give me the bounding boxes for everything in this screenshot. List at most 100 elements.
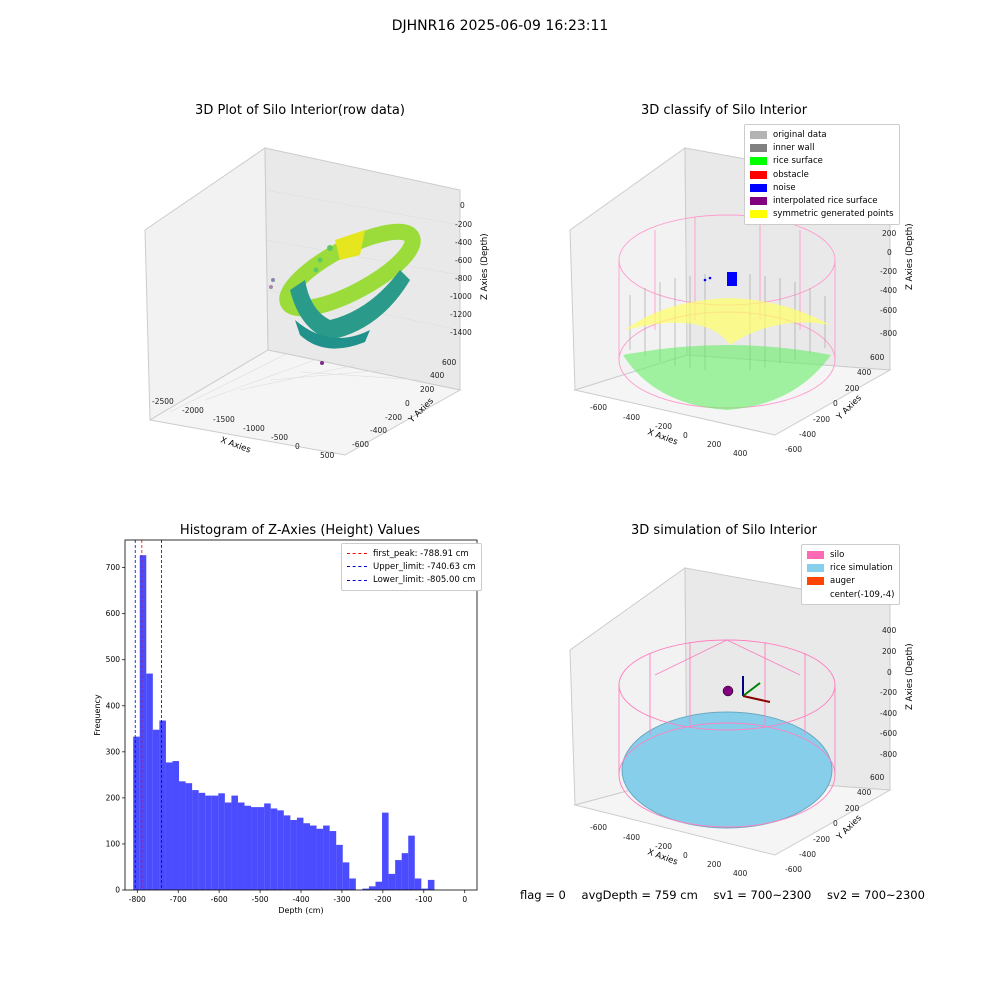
- x-ticks: -800 -700 -600 -500 -400 -300 -200 -100 0: [129, 890, 467, 904]
- x-tick: -1000: [243, 424, 265, 433]
- y-tick: -600: [352, 440, 369, 449]
- legend-line: [347, 579, 367, 581]
- x-tick-label: 0: [462, 895, 467, 904]
- y-tick: 0: [833, 819, 838, 828]
- legend-label: obstacle: [773, 169, 809, 180]
- histogram-bar: [218, 793, 225, 890]
- histogram-bar: [388, 873, 396, 890]
- histogram-bar: [270, 808, 278, 890]
- histogram-bar: [290, 820, 297, 890]
- x-tick-label: -100: [415, 895, 432, 904]
- simulation-z-ticks: 400 200 0 -200 -400 -600 -800: [880, 626, 897, 759]
- simulation-3d-plot: -600 -400 -200 0 200 400 X Axies -600 -4…: [569, 567, 915, 878]
- x-tick: -1500: [213, 415, 235, 424]
- z-tick: -800: [880, 750, 897, 759]
- y-tick-label: 0: [115, 886, 120, 895]
- legend-label: Upper_limit: -740.63 cm: [373, 561, 476, 572]
- z-tick: -400: [880, 709, 897, 718]
- histogram-reference-lines: [134, 540, 162, 890]
- legend-swatch: [807, 591, 824, 599]
- z-tick: -1000: [450, 292, 472, 301]
- y-tick: -200: [385, 413, 402, 422]
- legend-label: center(-109,-4): [830, 589, 895, 600]
- histogram-bar: [382, 812, 389, 890]
- histogram-bar: [165, 762, 173, 890]
- z-tick: -800: [455, 274, 472, 283]
- x-tick: 0: [683, 851, 688, 860]
- x-tick: -500: [271, 433, 288, 442]
- y-tick: 400: [857, 788, 872, 797]
- symmetric-points: [625, 298, 830, 345]
- x-tick-label: -800: [129, 895, 146, 904]
- z-tick: -600: [880, 729, 897, 738]
- raw-3d-plot: -2500 -2000 -1500 -1000 -500 0 500 X Axi…: [144, 147, 490, 460]
- histogram-bar: [349, 878, 356, 890]
- histogram-bar: [342, 862, 350, 890]
- noise-points: [703, 272, 737, 286]
- x-tick: -200: [655, 842, 672, 851]
- silo-wireframe: [618, 639, 836, 828]
- x-tick-label: -300: [333, 895, 350, 904]
- y-tick-label: 400: [106, 701, 121, 710]
- legend-label: interpolated rice surface: [773, 196, 878, 207]
- z-axis-label: Z Axies (Depth): [480, 233, 490, 300]
- z-tick: -800: [880, 329, 897, 338]
- x-tick: 400: [733, 449, 748, 458]
- legend-label: noise: [773, 182, 796, 193]
- sv2-text: sv2 = 700~2300: [827, 888, 925, 902]
- y-ticks: 0 100 200 300 400 500 600 700: [106, 563, 125, 895]
- histogram-bar: [152, 729, 160, 890]
- histogram-bar: [146, 673, 153, 890]
- legend-entry: rice surface: [750, 155, 894, 168]
- y-tick: 200: [845, 804, 860, 813]
- histogram-bar: [224, 802, 232, 890]
- histogram-bar: [237, 802, 245, 890]
- legend-label: first_peak: -788.91 cm: [373, 548, 469, 559]
- avg-depth-text: avgDepth = 759 cm: [581, 888, 698, 902]
- sv1-text: sv1 = 700~2300: [713, 888, 812, 902]
- z-tick: -400: [455, 238, 472, 247]
- legend-entry: first_peak: -788.91 cm: [347, 547, 476, 560]
- x-tick: 200: [707, 860, 722, 869]
- y-tick: -200: [813, 415, 830, 424]
- y-tick-label: 500: [106, 655, 121, 664]
- z-axis-label: Z Axies (Depth): [905, 223, 915, 290]
- y-tick: -400: [799, 430, 816, 439]
- histogram-bar: [205, 795, 212, 890]
- histogram-bar: [296, 817, 304, 890]
- histogram-bar: [303, 823, 311, 890]
- histogram-bar: [251, 807, 258, 890]
- y-tick: 600: [870, 353, 885, 362]
- y-tick: 200: [845, 384, 860, 393]
- histogram-bar: [179, 781, 186, 890]
- y-tick: 400: [857, 368, 872, 377]
- legend-line: [347, 566, 367, 568]
- legend-swatch: [750, 143, 767, 152]
- legend-label: inner wall: [773, 142, 815, 153]
- histogram-bar: [395, 860, 402, 890]
- histogram-bar: [368, 886, 376, 890]
- x-tick-label: -500: [252, 895, 269, 904]
- simulation-y-ticks: -600 -400 -200 0 200 400 600: [785, 773, 885, 874]
- x-tick: 0: [295, 442, 300, 451]
- auger-axes: [722, 676, 771, 703]
- legend-entry: silo: [807, 548, 894, 561]
- legend-swatch: [750, 170, 767, 179]
- raw-x-ticks: -2500 -2000 -1500 -1000 -500 0 500: [152, 397, 335, 460]
- classify-plot-title: 3D classify of Silo Interior: [640, 103, 808, 118]
- legend-swatch: [750, 157, 767, 166]
- z-tick: -200: [880, 267, 897, 276]
- legend-swatch: [807, 563, 824, 572]
- histogram-legend: first_peak: -788.91 cm Upper_limit: -740…: [341, 543, 482, 591]
- x-tick: -400: [623, 833, 640, 842]
- histogram-bar: [198, 792, 206, 890]
- histogram-bar: [264, 803, 271, 890]
- x-tick: -600: [590, 403, 607, 412]
- y-tick: 600: [870, 773, 885, 782]
- x-tick: 500: [320, 451, 335, 460]
- y-tick: -600: [785, 865, 802, 874]
- legend-entry: Upper_limit: -740.63 cm: [347, 560, 476, 573]
- legend-swatch: [807, 550, 824, 559]
- z-tick: 0: [460, 201, 465, 210]
- y-tick: 0: [405, 399, 410, 408]
